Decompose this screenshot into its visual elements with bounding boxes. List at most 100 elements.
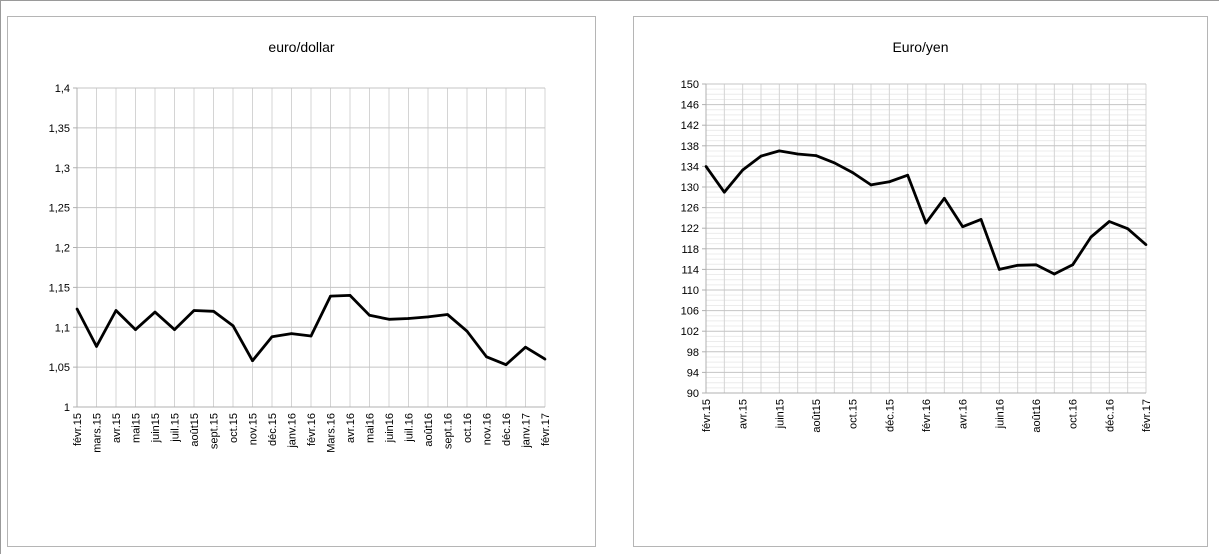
data-point — [387, 317, 391, 321]
x-tick-label: févr.17 — [1141, 399, 1153, 432]
euro-dollar-chart: 1 1,05 1,1 1,15 1,2 1,25 1,3 1,35 1,4 févr.15 mars… — [49, 83, 552, 453]
x-tick-label: avr.15 — [111, 413, 123, 443]
data-point — [231, 324, 235, 327]
data-point — [309, 334, 313, 338]
data-point — [212, 310, 215, 313]
x-tick-label: févr.15 — [701, 399, 713, 432]
data-point — [134, 328, 137, 331]
x-tick-label: juin16 — [994, 399, 1006, 429]
data-point — [1144, 243, 1148, 246]
y-tick-label: 1 — [64, 402, 70, 414]
x-tick-label: sept.16 — [443, 413, 455, 449]
data-point — [290, 332, 293, 335]
y-tick-label: 1,05 — [49, 362, 70, 374]
y-tick-label: 102 — [681, 326, 699, 338]
y-tick-label: 138 — [681, 141, 699, 153]
data-point — [504, 363, 508, 367]
y-tick-label: 1,15 — [49, 282, 70, 294]
x-tick-label: août15 — [811, 399, 823, 433]
data-point — [833, 161, 836, 165]
x-tick-label: févr.16 — [306, 413, 318, 446]
data-point — [943, 197, 946, 200]
chart-title: euro/dollar — [268, 39, 335, 55]
data-point — [1016, 263, 1019, 267]
x-tick-label: août16 — [1031, 399, 1043, 433]
x-tick-label: août16 — [423, 413, 435, 447]
euro-yen-chart: 90 94 98 102 106 110 114 118 122 126 130 134 138 142 1… — [681, 79, 1153, 433]
y-tick-label: 1,25 — [49, 203, 70, 215]
data-point — [153, 310, 157, 314]
data-point — [1034, 263, 1038, 267]
y-tick-label: 98 — [687, 347, 699, 359]
data-point — [704, 165, 708, 168]
chart-panel-euro-yen[interactable]: Euro/yen 90 94 98 102 106 110 114 118 122 126 130 1… — [633, 16, 1208, 547]
x-tick-label: juin16 — [384, 413, 396, 443]
x-tick-label: oct.16 — [1068, 399, 1080, 429]
data-point — [906, 173, 909, 177]
data-point — [251, 359, 254, 363]
y-tick-label: 106 — [681, 306, 699, 318]
x-tick-label: déc.15 — [884, 399, 896, 432]
x-tick-label: juin15 — [150, 413, 162, 443]
y-tick-label: 122 — [681, 223, 699, 235]
chart-title: Euro/yen — [892, 39, 949, 55]
y-tick-label: 134 — [681, 161, 699, 173]
x-tick-label: oct.16 — [462, 413, 474, 443]
x-tick-label: mai16 — [365, 413, 377, 443]
x-tick-label: déc.16 — [1104, 399, 1116, 432]
x-tick-label: déc.16 — [501, 413, 513, 446]
data-point — [192, 309, 196, 312]
data-point — [173, 328, 176, 331]
x-tick-label: nov.15 — [248, 413, 260, 445]
data-point — [329, 294, 332, 298]
data-point — [796, 152, 799, 156]
data-point — [778, 149, 781, 153]
data-point — [543, 357, 547, 361]
data-point — [407, 317, 410, 320]
x-tick-label: oct.15 — [228, 413, 240, 443]
y-tick-label: 126 — [681, 203, 699, 215]
data-point — [446, 313, 449, 316]
data-point — [851, 171, 854, 174]
y-tick-label: 1,2 — [55, 243, 70, 255]
x-tick-label: nov.16 — [482, 413, 494, 445]
x-tick-label: Mars.16 — [326, 413, 338, 453]
data-point — [1108, 220, 1111, 223]
data-point — [485, 355, 488, 359]
data-point — [1053, 272, 1056, 276]
data-point — [759, 154, 763, 158]
x-tick-label: juil.16 — [404, 413, 416, 443]
y-tick-label: 94 — [687, 367, 699, 379]
data-point — [814, 154, 818, 157]
data-point — [524, 345, 527, 349]
y-tick-label: 1,35 — [49, 123, 70, 135]
data-point — [924, 221, 928, 225]
chart-panel-euro-dollar[interactable]: euro/dollar 1 1,05 1,1 1,15 1,2 1,25 1,3 1,35 1,… — [7, 16, 596, 547]
x-tick-label: févr.17 — [540, 413, 552, 446]
x-tick-label: déc.15 — [267, 413, 279, 446]
data-point — [368, 313, 371, 317]
y-tick-label: 150 — [681, 79, 699, 91]
data-point — [998, 268, 1001, 271]
x-tick-label: janv.16 — [287, 413, 299, 449]
x-tick-label: oct.15 — [848, 399, 860, 429]
data-point — [95, 345, 98, 348]
data-point — [114, 309, 118, 312]
x-tick-label: avr.15 — [738, 399, 750, 429]
x-tick-label: janv.17 — [521, 413, 533, 449]
data-point — [348, 294, 352, 297]
data-point — [1126, 227, 1129, 231]
y-tick-label: 110 — [681, 285, 699, 297]
data-point — [888, 180, 891, 184]
y-tick-label: 1,4 — [55, 83, 70, 95]
y-tick-label: 1,3 — [55, 163, 70, 175]
data-point — [1089, 235, 1093, 239]
x-tick-label: mai15 — [131, 413, 143, 443]
data-point — [741, 168, 744, 172]
data-point — [961, 225, 964, 228]
x-tick-label: août15 — [189, 413, 201, 447]
y-tick-label: 142 — [681, 120, 699, 132]
data-point — [465, 329, 469, 333]
x-tick-label: juil.15 — [170, 413, 182, 443]
